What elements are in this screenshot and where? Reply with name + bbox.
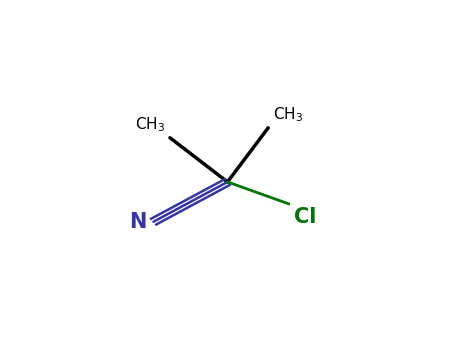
Text: CH$_3$: CH$_3$	[273, 106, 303, 124]
Text: CH$_3$: CH$_3$	[135, 116, 166, 134]
Text: Cl: Cl	[293, 208, 316, 228]
Text: N: N	[129, 212, 147, 232]
